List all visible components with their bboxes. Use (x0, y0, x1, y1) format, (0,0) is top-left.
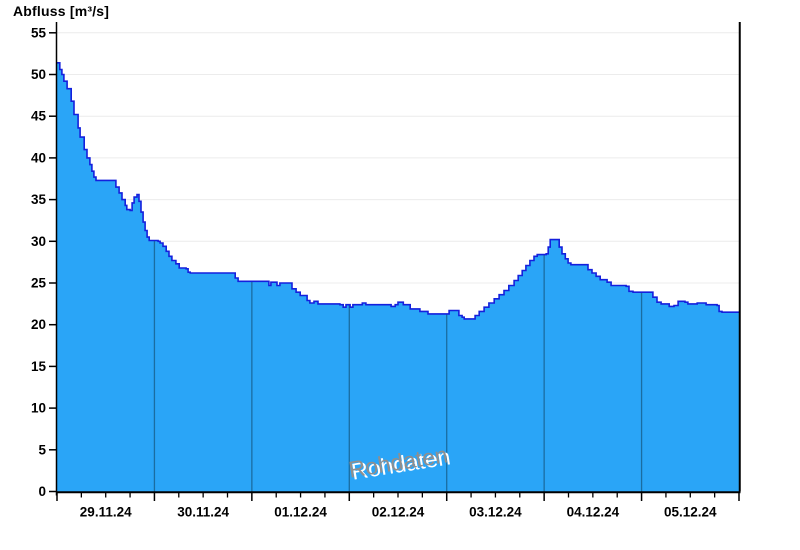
y-tick-label: 0 (38, 484, 46, 499)
y-tick-label: 20 (31, 317, 46, 332)
x-tick-label: 04.12.24 (567, 505, 620, 520)
y-tick-label: 10 (31, 401, 46, 416)
y-tick-label: 40 (31, 150, 46, 165)
y-tick-label: 15 (31, 359, 47, 374)
y-tick-label: 50 (31, 67, 46, 82)
x-tick-label: 03.12.24 (469, 505, 522, 520)
y-tick-label: 30 (31, 234, 46, 249)
chart-title: Abfluss [m³/s] (13, 3, 110, 19)
y-tick-label: 25 (31, 276, 47, 291)
series-line (57, 62, 739, 320)
x-tick-label: 01.12.24 (274, 505, 327, 520)
x-tick-label: 02.12.24 (372, 505, 425, 520)
x-tick-label: 29.11.24 (80, 505, 132, 520)
y-tick-label: 55 (31, 25, 47, 40)
y-tick-label: 45 (31, 109, 47, 124)
x-tick-label: 05.12.24 (664, 505, 717, 520)
x-tick-label: 30.11.24 (177, 505, 229, 520)
area-fill (57, 62, 739, 492)
y-tick-label: 35 (31, 192, 47, 207)
y-tick-label: 5 (38, 442, 46, 457)
